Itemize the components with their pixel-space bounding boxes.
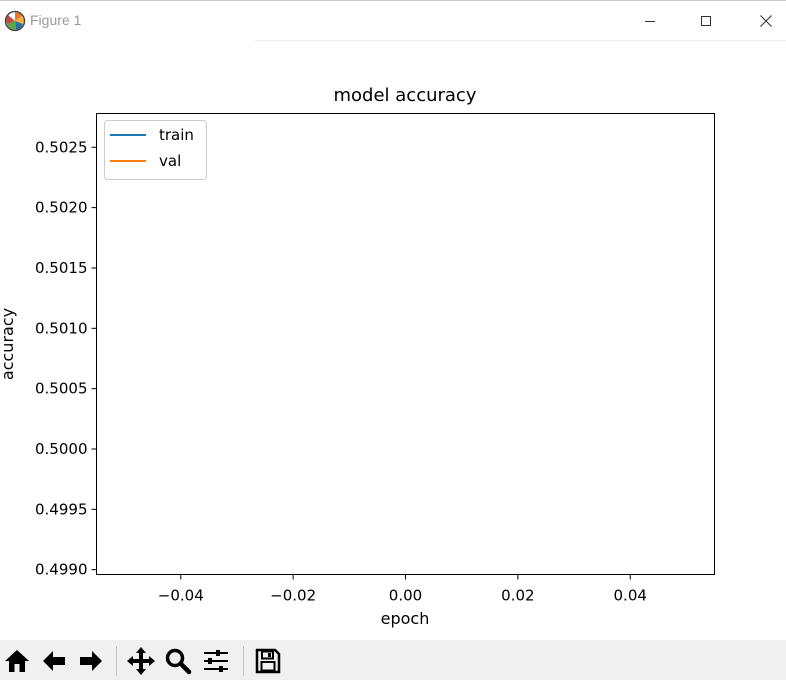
x-tick-label: 0.00 (389, 587, 422, 605)
close-icon (760, 15, 772, 27)
window-titlebar: Figure 1 (0, 0, 786, 40)
navigation-toolbar (0, 640, 786, 680)
x-tick-label: −0.02 (270, 587, 316, 605)
x-tick-label: −0.04 (158, 587, 204, 605)
y-tick-label: 0.5020 (35, 199, 88, 217)
minimize-button[interactable] (630, 7, 670, 35)
plot-area (96, 113, 715, 575)
legend-label-train: train (159, 126, 194, 144)
figure-canvas: model accuracy 0.49900.49950.50000.50050… (0, 85, 715, 628)
y-tick-label: 0.4990 (35, 561, 88, 579)
save-button[interactable] (252, 645, 284, 677)
zoom-icon (165, 648, 192, 675)
back-arrow-icon (43, 651, 65, 671)
minimize-icon (645, 21, 655, 22)
y-tick-label: 0.5000 (35, 440, 88, 458)
toolbar-separator (243, 646, 244, 676)
y-tick-label: 0.5015 (35, 259, 88, 277)
toolbar-separator (116, 646, 117, 676)
maximize-button[interactable] (686, 7, 726, 35)
titlebar-divider (255, 40, 786, 41)
maximize-icon (701, 16, 711, 26)
back-button[interactable] (38, 645, 70, 677)
x-tick-label: 0.04 (614, 587, 647, 605)
save-icon (255, 648, 281, 674)
y-axis-label: accuracy (0, 308, 17, 380)
y-tick-label: 0.5010 (35, 319, 88, 337)
configure-subplots-button[interactable] (200, 645, 232, 677)
x-tick-label: 0.02 (501, 587, 534, 605)
home-icon (5, 650, 29, 672)
chart-title: model accuracy (334, 85, 477, 106)
y-axis: 0.4990 0.4995 0.5000 0.5005 0.5010 0.5015 0.50… (35, 138, 97, 579)
matplotlib-icon (4, 10, 26, 32)
y-tick-label: 0.5025 (35, 138, 88, 156)
forward-button[interactable] (75, 645, 107, 677)
y-tick-label: 0.4995 (35, 500, 88, 518)
y-tick-label: 0.5005 (35, 380, 88, 398)
forward-arrow-icon (80, 651, 102, 671)
close-button[interactable] (746, 7, 786, 35)
x-axis-label: epoch (381, 609, 430, 628)
pan-icon (127, 647, 155, 675)
x-axis: −0.04 −0.02 0.00 0.02 0.04 (158, 574, 647, 605)
home-button[interactable] (1, 645, 33, 677)
legend: train val (104, 120, 207, 180)
pan-button[interactable] (125, 645, 157, 677)
window-title: Figure 1 (30, 12, 82, 28)
zoom-button[interactable] (162, 645, 194, 677)
configure-subplots-icon (204, 650, 228, 672)
legend-label-val: val (159, 152, 181, 170)
